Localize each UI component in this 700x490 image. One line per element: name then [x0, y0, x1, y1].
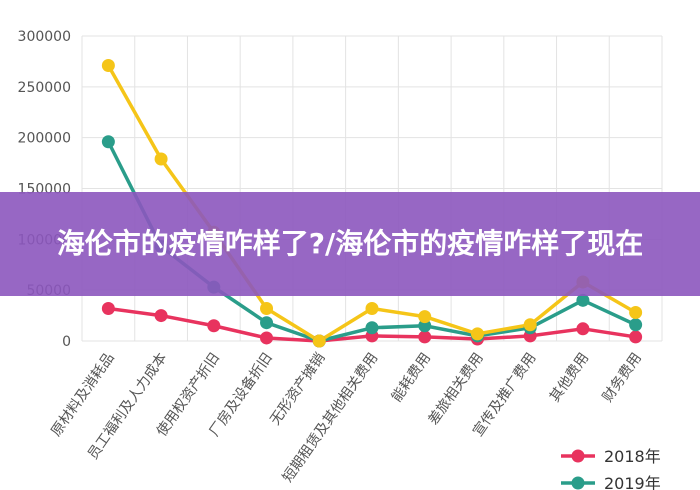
data-point — [629, 330, 643, 344]
data-point — [418, 330, 432, 344]
y-tick-label: 300000 — [18, 29, 71, 45]
data-point — [629, 318, 643, 332]
data-point — [365, 321, 379, 335]
y-tick-label: 200000 — [18, 131, 71, 147]
legend: 2018年 2019年 — [561, 447, 661, 490]
data-point — [260, 301, 274, 315]
y-tick-label: 250000 — [18, 80, 71, 96]
data-point — [470, 327, 484, 341]
legend-marker — [571, 476, 585, 490]
data-point — [365, 301, 379, 315]
title-banner: 海伦市的疫情咋样了?/海伦市的疫情咋样了现在 — [0, 192, 700, 296]
legend-label: 2018年 — [604, 447, 661, 466]
legend-marker — [571, 449, 585, 463]
data-point — [418, 319, 432, 333]
y-tick-label: 0 — [62, 334, 71, 350]
series-layer — [101, 58, 643, 348]
data-point — [207, 319, 221, 333]
data-point — [101, 135, 115, 149]
data-point — [312, 334, 326, 348]
legend-label: 2019年 — [604, 474, 661, 490]
data-point — [260, 316, 274, 330]
data-point — [576, 322, 590, 336]
data-point — [629, 306, 643, 320]
data-point — [154, 152, 168, 166]
data-point — [154, 309, 168, 323]
data-point — [418, 310, 432, 324]
data-point — [260, 331, 274, 345]
data-point — [523, 318, 537, 332]
data-point — [576, 293, 590, 307]
data-point — [101, 58, 115, 72]
banner-title: 海伦市的疫情咋样了?/海伦市的疫情咋样了现在 — [56, 227, 644, 260]
data-point — [101, 301, 115, 315]
